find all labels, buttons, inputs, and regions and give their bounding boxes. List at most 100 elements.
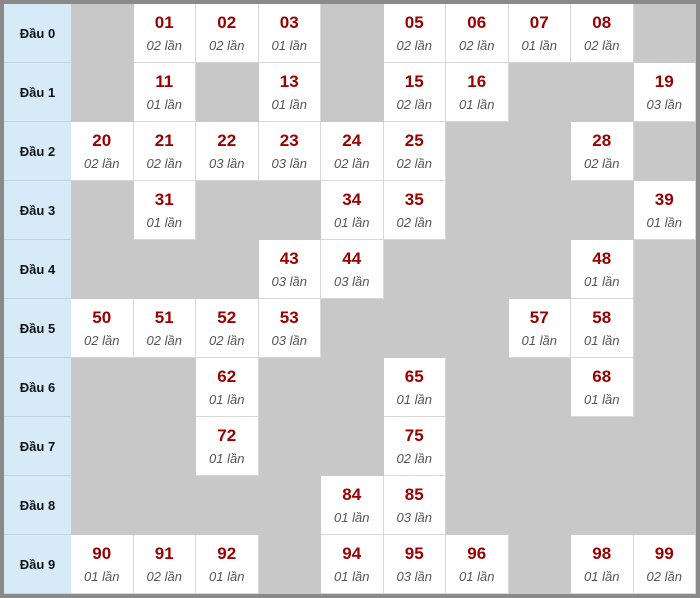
occurrence-count: 01 lần bbox=[84, 569, 120, 584]
number-value: 68 bbox=[592, 367, 612, 386]
number-value: 75 bbox=[404, 426, 424, 445]
number-cell: 31 01 lần bbox=[133, 181, 196, 240]
number-cell: 34 01 lần bbox=[321, 181, 384, 240]
empty-cell bbox=[196, 476, 259, 535]
number-cell: 91 02 lần bbox=[133, 535, 196, 594]
empty-cell bbox=[509, 417, 572, 476]
number-cell: 19 03 lần bbox=[633, 63, 696, 122]
occurrence-count: 03 lần bbox=[271, 333, 307, 348]
number-cell: 48 01 lần bbox=[571, 240, 634, 299]
empty-cell bbox=[634, 240, 697, 299]
empty-cell bbox=[509, 181, 572, 240]
number-value: 98 bbox=[592, 544, 612, 563]
occurrence-count: 03 lần bbox=[646, 97, 682, 112]
occurrence-count: 02 lần bbox=[146, 333, 182, 348]
empty-cell bbox=[509, 358, 572, 417]
number-value: 03 bbox=[279, 13, 299, 32]
empty-cell bbox=[321, 417, 384, 476]
number-cell: 05 02 lần bbox=[383, 4, 446, 63]
number-cell: 43 03 lần bbox=[258, 240, 321, 299]
number-value: 85 bbox=[404, 485, 424, 504]
empty-cell bbox=[634, 4, 697, 63]
number-cell: 16 01 lần bbox=[446, 63, 509, 122]
number-value: 11 bbox=[155, 72, 174, 91]
number-cell: 35 02 lần bbox=[383, 181, 446, 240]
occurrence-count: 01 lần bbox=[646, 215, 682, 230]
empty-cell bbox=[134, 358, 197, 417]
number-cell: 51 02 lần bbox=[133, 299, 196, 358]
number-cell: 53 03 lần bbox=[258, 299, 321, 358]
number-cell: 72 01 lần bbox=[196, 417, 259, 476]
number-cell: 52 02 lần bbox=[196, 299, 259, 358]
occurrence-count: 02 lần bbox=[84, 156, 120, 171]
number-cell: 57 01 lần bbox=[508, 299, 571, 358]
occurrence-count: 01 lần bbox=[521, 333, 557, 348]
occurrence-count: 02 lần bbox=[396, 215, 432, 230]
number-value: 96 bbox=[467, 544, 487, 563]
number-cell: 24 02 lần bbox=[321, 122, 384, 181]
empty-cell bbox=[509, 63, 572, 122]
number-value: 31 bbox=[154, 190, 174, 209]
occurrence-count: 02 lần bbox=[646, 569, 682, 584]
empty-cell bbox=[259, 476, 322, 535]
row-header: Đầu 7 bbox=[4, 417, 71, 476]
empty-cell bbox=[321, 358, 384, 417]
occurrence-count: 02 lần bbox=[84, 333, 120, 348]
row-header: Đầu 1 bbox=[4, 63, 71, 122]
empty-cell bbox=[509, 535, 572, 594]
number-cell: 21 02 lần bbox=[133, 122, 196, 181]
occurrence-count: 02 lần bbox=[459, 38, 495, 53]
empty-cell bbox=[71, 63, 134, 122]
empty-cell bbox=[571, 181, 634, 240]
number-cell: 39 01 lần bbox=[633, 181, 696, 240]
empty-cell bbox=[571, 63, 634, 122]
occurrence-count: 03 lần bbox=[396, 569, 432, 584]
number-value: 02 bbox=[217, 13, 237, 32]
number-cell: 15 02 lần bbox=[383, 63, 446, 122]
occurrence-count: 03 lần bbox=[209, 156, 245, 171]
number-cell: 92 01 lần bbox=[196, 535, 259, 594]
empty-cell bbox=[71, 4, 134, 63]
empty-cell bbox=[384, 240, 447, 299]
empty-cell bbox=[634, 417, 697, 476]
empty-cell bbox=[259, 358, 322, 417]
occurrence-count: 02 lần bbox=[209, 333, 245, 348]
empty-cell bbox=[571, 476, 634, 535]
occurrence-count: 02 lần bbox=[584, 38, 620, 53]
occurrence-count: 03 lần bbox=[334, 274, 370, 289]
empty-cell bbox=[321, 299, 384, 358]
number-cell: 99 02 lần bbox=[633, 535, 696, 594]
number-value: 28 bbox=[592, 131, 612, 150]
empty-cell bbox=[446, 358, 509, 417]
occurrence-count: 01 lần bbox=[146, 97, 182, 112]
number-value: 05 bbox=[404, 13, 424, 32]
empty-cell bbox=[509, 122, 572, 181]
row-header: Đầu 3 bbox=[4, 181, 71, 240]
occurrence-count: 01 lần bbox=[396, 392, 432, 407]
number-value: 94 bbox=[342, 544, 362, 563]
empty-cell bbox=[446, 240, 509, 299]
number-value: 13 bbox=[279, 72, 299, 91]
number-cell: 75 02 lần bbox=[383, 417, 446, 476]
empty-cell bbox=[571, 417, 634, 476]
row-header: Đầu 9 bbox=[4, 535, 71, 594]
empty-cell bbox=[634, 122, 697, 181]
occurrence-count: 01 lần bbox=[209, 451, 245, 466]
occurrence-count: 02 lần bbox=[396, 451, 432, 466]
number-value: 01 bbox=[154, 13, 174, 32]
empty-cell bbox=[446, 476, 509, 535]
row-header: Đầu 0 bbox=[4, 4, 71, 63]
number-value: 50 bbox=[92, 308, 112, 327]
empty-cell bbox=[259, 181, 322, 240]
number-value: 57 bbox=[529, 308, 549, 327]
empty-cell bbox=[321, 4, 384, 63]
row-header: Đầu 6 bbox=[4, 358, 71, 417]
empty-cell bbox=[509, 240, 572, 299]
number-value: 21 bbox=[154, 131, 174, 150]
empty-cell bbox=[259, 535, 322, 594]
empty-cell bbox=[196, 240, 259, 299]
occurrence-count: 02 lần bbox=[146, 38, 182, 53]
number-cell: 98 01 lần bbox=[571, 535, 634, 594]
number-value: 08 bbox=[592, 13, 612, 32]
number-cell: 23 03 lần bbox=[258, 122, 321, 181]
